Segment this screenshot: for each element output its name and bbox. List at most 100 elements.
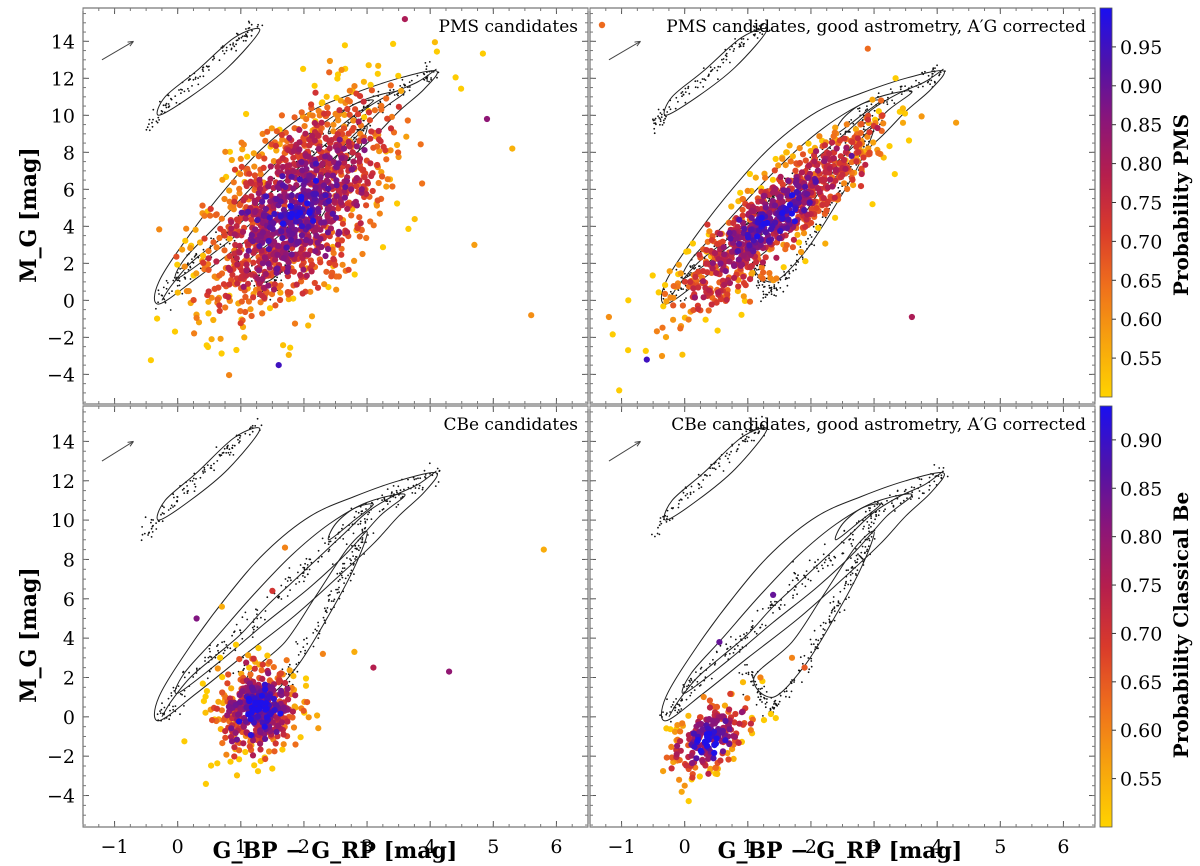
data-point xyxy=(509,145,516,152)
data-point xyxy=(314,712,321,719)
title-bottom-left: CBe candidates xyxy=(443,415,578,435)
data-point xyxy=(222,728,229,735)
reference-dot xyxy=(330,608,332,611)
data-point xyxy=(813,205,820,212)
reference-dot xyxy=(188,90,190,92)
reference-dot xyxy=(165,106,168,109)
reference-dot xyxy=(192,261,195,264)
data-point xyxy=(208,762,215,769)
reference-dot xyxy=(323,619,326,622)
reference-dot xyxy=(719,66,722,68)
reference-dot xyxy=(921,71,923,74)
reference-dot xyxy=(436,76,438,79)
data-point xyxy=(864,116,872,123)
reference-dot xyxy=(393,94,396,96)
reference-dot xyxy=(922,85,924,88)
reference-dot xyxy=(768,284,771,287)
data-point xyxy=(274,722,282,729)
reference-dot xyxy=(693,268,695,270)
reference-dot xyxy=(773,287,776,290)
data-point xyxy=(709,260,717,267)
reference-dot xyxy=(684,91,687,93)
reference-dot xyxy=(761,24,764,26)
data-point xyxy=(221,247,228,254)
data-point xyxy=(387,147,394,154)
data-point xyxy=(785,177,792,184)
ylabel-bottom: M_G [mag] xyxy=(16,567,42,703)
data-point xyxy=(830,133,837,140)
data-point xyxy=(262,271,269,278)
data-point xyxy=(297,271,304,278)
data-point xyxy=(852,126,860,133)
data-point xyxy=(308,101,315,108)
reference-dot xyxy=(238,441,240,444)
data-point xyxy=(298,245,305,252)
reference-dot xyxy=(399,85,402,87)
data-point xyxy=(256,242,263,250)
reference-dot xyxy=(233,239,236,242)
reference-dot xyxy=(425,77,427,79)
reference-dot xyxy=(317,637,320,639)
reference-dot xyxy=(410,79,413,82)
data-point xyxy=(236,185,243,192)
data-point xyxy=(250,150,257,157)
data-point xyxy=(879,112,886,119)
reference-dot xyxy=(223,52,226,55)
data-point xyxy=(367,81,374,88)
reference-dot xyxy=(366,518,369,521)
data-point xyxy=(858,170,865,178)
data-point xyxy=(193,615,200,622)
data-point xyxy=(277,289,284,296)
data-point xyxy=(201,235,208,242)
data-point xyxy=(802,223,809,230)
data-point xyxy=(762,204,769,211)
data-point xyxy=(690,285,697,292)
title-top-right: PMS candidates, good astrometry, A′G cor… xyxy=(666,17,1086,37)
data-point xyxy=(691,294,699,301)
data-point xyxy=(679,302,687,309)
reference-dot xyxy=(274,279,277,281)
data-point xyxy=(361,137,368,145)
data-point xyxy=(302,675,310,682)
reference-dot xyxy=(361,530,364,532)
reference-dot xyxy=(297,654,300,656)
reference-dot xyxy=(210,237,213,240)
data-point xyxy=(801,207,808,214)
data-point xyxy=(257,727,264,734)
reference-dot xyxy=(899,85,902,88)
data-point xyxy=(766,270,773,277)
reference-dot xyxy=(762,293,765,296)
reference-dot xyxy=(362,129,365,132)
data-point xyxy=(231,753,238,760)
data-point xyxy=(779,198,786,205)
data-point xyxy=(662,334,670,341)
reference-dot xyxy=(163,506,165,509)
reference-dot xyxy=(192,477,195,480)
reference-dot xyxy=(839,133,842,135)
data-point xyxy=(395,153,402,161)
data-point xyxy=(750,237,757,244)
extinction-arrow xyxy=(608,40,641,61)
panel-top-right-plot xyxy=(605,23,960,394)
reference-dot xyxy=(221,641,224,644)
data-point xyxy=(356,214,363,221)
data-point xyxy=(339,130,346,138)
reference-dot xyxy=(232,672,235,675)
data-point xyxy=(247,306,254,313)
reference-dot xyxy=(717,65,720,68)
reference-dot xyxy=(156,121,159,124)
reference-dot xyxy=(740,38,743,40)
data-point xyxy=(221,195,228,203)
data-point xyxy=(360,166,367,173)
data-point xyxy=(288,192,295,199)
reference-dot xyxy=(423,73,426,76)
data-point xyxy=(281,544,289,551)
reference-dot xyxy=(359,520,362,523)
reference-dot xyxy=(284,578,287,580)
reference-dot xyxy=(232,44,234,46)
data-point xyxy=(821,158,828,165)
reference-dot xyxy=(755,284,758,287)
data-point xyxy=(363,202,370,209)
reference-dot xyxy=(251,424,254,427)
data-point xyxy=(830,155,838,162)
